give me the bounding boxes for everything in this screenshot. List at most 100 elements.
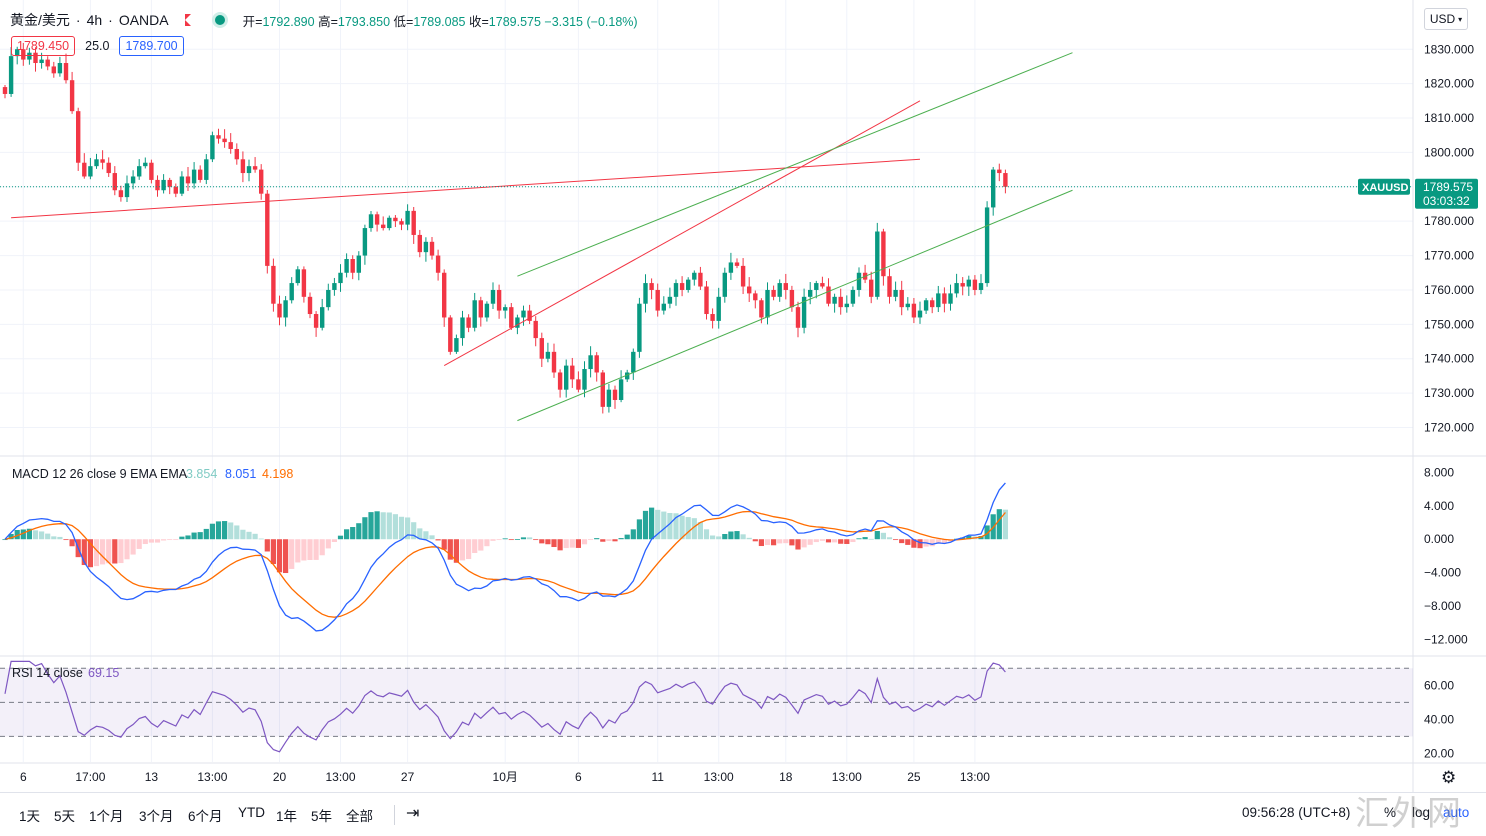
range-1y-button[interactable]: 1年: [276, 809, 298, 824]
candle-body: [350, 259, 355, 273]
macd-histogram-bar: [2, 539, 8, 541]
candle-body: [393, 217, 398, 222]
ohlc-readout: 开=1792.890 高=1793.850 低=1789.085 收=1789.…: [242, 14, 638, 29]
buy-price-button[interactable]: 1789.700: [119, 36, 184, 56]
macd-histogram-bar: [911, 539, 917, 548]
range-1m-button[interactable]: 1个月: [89, 809, 124, 824]
candle-body: [808, 289, 813, 297]
candle-body: [173, 186, 178, 194]
candle-body: [478, 300, 483, 318]
macd-histogram-bar: [703, 529, 710, 540]
macd-tick-label: 0.000: [1424, 532, 1454, 546]
currency-select[interactable]: USD ▾: [1424, 8, 1468, 30]
range-1d-button[interactable]: 1天: [19, 809, 41, 824]
macd-histogram-bar: [771, 539, 777, 546]
candle-body: [692, 272, 697, 280]
auto-toggle[interactable]: auto: [1443, 805, 1470, 820]
range-5d-button[interactable]: 5天: [54, 809, 76, 824]
macd-histogram-bar: [307, 539, 313, 560]
macd-signal-value: 4.198: [262, 467, 293, 481]
candle-body: [63, 63, 69, 81]
candle-body: [930, 300, 935, 308]
macd-histogram-bar: [807, 539, 813, 545]
goto-date-icon[interactable]: ⇥: [406, 805, 420, 822]
candle-body: [21, 49, 26, 60]
candle-body: [417, 234, 422, 253]
candle-body: [557, 372, 563, 390]
candle-body: [820, 283, 825, 287]
macd-histogram-bar: [337, 535, 344, 540]
candle-body: [936, 293, 941, 308]
candle-body: [320, 307, 325, 328]
macd-histogram-bar: [118, 539, 124, 564]
price-tag-value: 1789.575: [1423, 180, 1473, 194]
bottom-toolbar: 1天 5天 1个月 3个月 6个月 YTD 1年 5年 全部 ⇥ 09:56:2…: [0, 792, 1486, 836]
candle-body: [539, 338, 544, 359]
candle-body: [948, 293, 953, 304]
rsi-line: [4, 660, 1006, 753]
candle-body: [179, 176, 185, 194]
candle-body: [460, 317, 465, 339]
range-all-button[interactable]: 全部: [346, 809, 373, 824]
candle-body: [76, 111, 81, 163]
chart-canvas[interactable]: 1720.000 1730.000 1740.000 1750.000 1760.000…: [0, 0, 1486, 792]
candle-body: [942, 293, 947, 304]
candle-body: [869, 279, 874, 297]
macd-histogram-bar: [215, 521, 222, 540]
macd-histogram-bar: [740, 534, 746, 540]
range-6m-button[interactable]: 6个月: [188, 809, 223, 824]
macd-histogram-bar: [685, 517, 691, 540]
macd-histogram-bar: [722, 533, 728, 540]
macd-histogram-bar: [228, 522, 234, 540]
range-3m-button[interactable]: 3个月: [139, 809, 174, 824]
candle-body: [112, 173, 117, 191]
macd-histogram-bar: [362, 517, 368, 540]
candle-body: [856, 272, 862, 290]
macd-histogram-bar: [825, 539, 832, 543]
macd-histogram-bar: [234, 525, 240, 540]
price-tick-label: 1760.000: [1424, 283, 1474, 297]
percent-toggle[interactable]: %: [1384, 805, 1397, 820]
macd-histogram-bar: [612, 539, 618, 542]
clock[interactable]: 09:56:28 (UTC+8): [1242, 805, 1351, 820]
range-ytd-button[interactable]: YTD: [238, 805, 265, 820]
macd-histogram-bar: [557, 539, 563, 551]
macd-histogram-bar: [984, 525, 990, 540]
candle-body: [850, 289, 856, 304]
price-tick-label: 1740.000: [1424, 352, 1474, 366]
macd-histogram-bar: [996, 509, 1002, 540]
candle-body: [905, 303, 910, 308]
gear-icon[interactable]: ⚙: [1441, 768, 1456, 788]
macd-histogram-bar: [179, 536, 185, 540]
candle-body: [997, 169, 1002, 174]
candle-body: [716, 296, 721, 321]
candle-body: [45, 59, 50, 67]
candle-body: [698, 272, 703, 287]
close-value: 1789.575: [488, 14, 541, 29]
price-tick-label: 1730.000: [1424, 386, 1474, 400]
candle-body: [582, 369, 587, 390]
candle-body: [307, 296, 313, 315]
sell-price-button[interactable]: 1789.450: [11, 36, 76, 56]
range-5y-button[interactable]: 5年: [311, 809, 333, 824]
candle-body: [332, 283, 337, 290]
candle-body: [82, 162, 87, 177]
flag-icon[interactable]: [184, 14, 191, 26]
macd-histogram-bar: [87, 539, 93, 568]
change-value: −3.315 (−0.18%): [544, 14, 638, 29]
symbol-name[interactable]: 黄金/美元: [10, 12, 70, 28]
candle-body: [161, 179, 166, 191]
macd-histogram-bar: [319, 539, 325, 556]
price-axis: 1720.000 1730.000 1740.000 1750.000 1760.000…: [1358, 42, 1478, 434]
candle-body: [204, 159, 209, 180]
macd-histogram-bar: [26, 528, 32, 540]
candle-body: [521, 310, 526, 318]
candle-body: [130, 176, 136, 184]
macd-histogram-bar: [801, 539, 807, 548]
price-tick-label: 1810.000: [1424, 111, 1474, 125]
macd-histogram-bar: [154, 539, 161, 543]
macd-histogram-bar: [185, 535, 191, 540]
macd-histogram-bar: [673, 513, 679, 540]
log-toggle[interactable]: log: [1412, 805, 1431, 820]
interval-label[interactable]: 4h: [86, 12, 103, 28]
